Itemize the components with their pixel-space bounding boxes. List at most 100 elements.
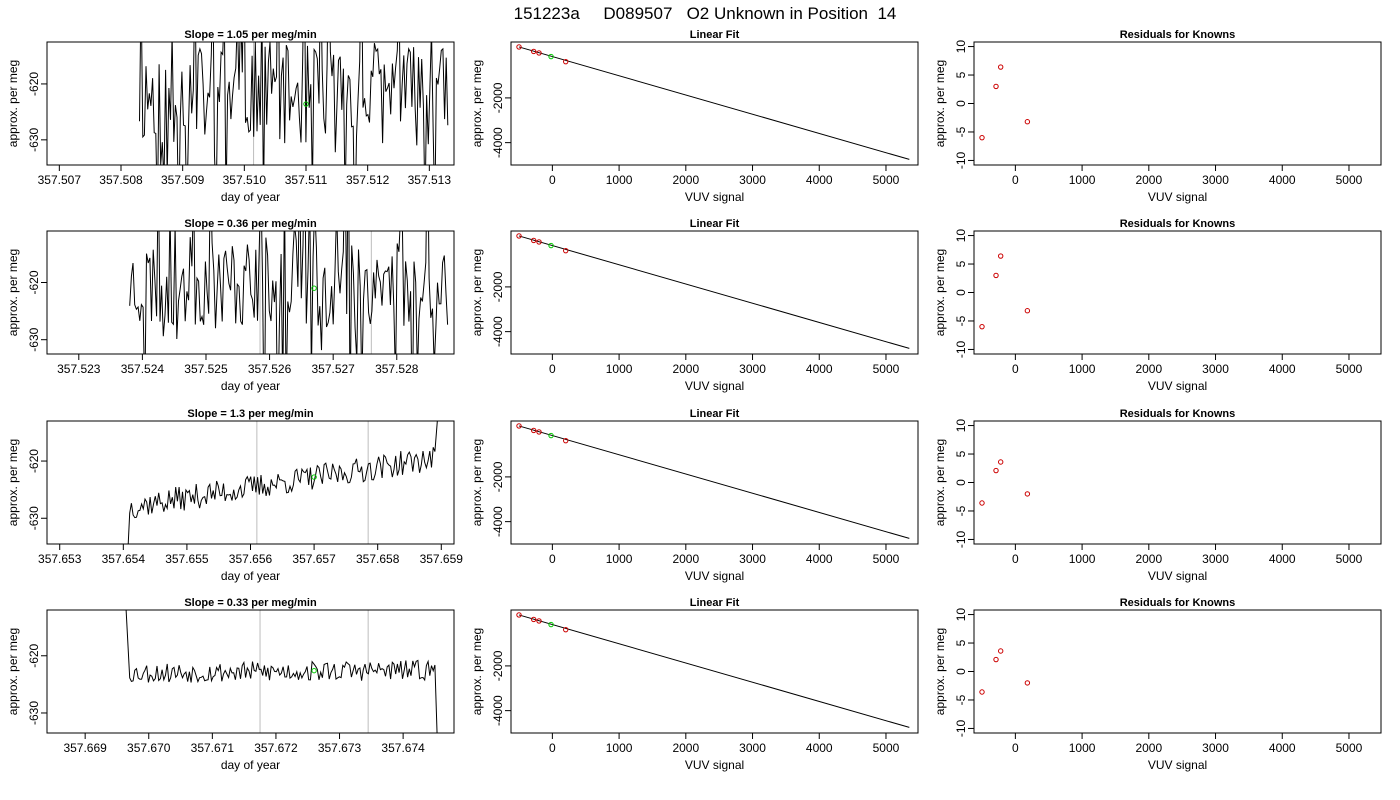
known-point — [563, 437, 569, 444]
residual-point — [993, 272, 999, 279]
y-tick-label: -5 — [954, 694, 968, 705]
panel-title: Slope = 1.05 per meg/min — [184, 29, 317, 41]
panel-r3-fit: Linear Fit 0 1000 2000 3000 4000 5000 -2000 -400… — [470, 408, 919, 583]
plot-frame — [973, 609, 1382, 734]
x-tick-label: 1000 — [606, 362, 633, 376]
panel-r3-res: Residuals for Knowns 0 1000 2000 3000 4000 500… — [933, 408, 1382, 583]
plot-frame — [973, 420, 1382, 545]
y-axis-label: approx. per meg — [470, 628, 484, 715]
y-tick-label: 0 — [954, 479, 968, 486]
residual-point — [997, 253, 1004, 259]
y-tick-label: 5 — [954, 260, 968, 267]
plot-area — [139, 42, 449, 165]
y-axis-label: approx. per meg — [933, 628, 947, 715]
x-tick-label: 357.507 — [38, 173, 82, 187]
panel-r2-time: Slope = 0.36 per meg/min 357.523 357.524 35… — [6, 218, 455, 393]
panel-r2-res: Residuals for Knowns 0 1000 2000 3000 4000 500… — [933, 218, 1382, 393]
x-tick-label: 2000 — [672, 552, 699, 566]
x-tick-label: 357.657 — [292, 552, 336, 566]
residual-point — [979, 689, 985, 695]
y-tick-label: 10 — [954, 608, 968, 622]
y-tick-label: 5 — [954, 450, 968, 457]
x-tick-label: 2000 — [1135, 362, 1162, 376]
y-tick-label: 10 — [954, 40, 968, 54]
x-tick-label: 357.525 — [184, 362, 228, 376]
known-point — [536, 429, 542, 435]
panel-r4-fit: Linear Fit 0 1000 2000 3000 4000 5000 -2000 -400… — [470, 597, 919, 772]
x-tick-label: 3000 — [739, 173, 766, 187]
panel-r4-res: Residuals for Knowns 0 1000 2000 3000 4000 500… — [933, 597, 1382, 772]
x-tick-label: 357.523 — [57, 362, 101, 376]
x-tick-label: 3000 — [1202, 741, 1229, 755]
x-tick-label: 357.655 — [165, 552, 209, 566]
unknown-point — [548, 432, 554, 439]
known-point — [536, 239, 542, 245]
y-tick-label: -5 — [954, 126, 968, 137]
y-tick-label: -630 — [27, 128, 41, 152]
x-tick-label: 357.673 — [318, 741, 362, 755]
panel-r2-fit: Linear Fit 0 1000 2000 3000 4000 5000 -2000 -400… — [470, 218, 919, 393]
x-axis-label: VUV signal — [1148, 379, 1207, 393]
plot-area — [516, 612, 910, 728]
y-tick-label: 5 — [954, 639, 968, 646]
x-tick-label: 357.653 — [38, 552, 82, 566]
x-tick-label: 5000 — [1336, 552, 1363, 566]
x-tick-label: 3000 — [1202, 173, 1229, 187]
y-tick-label: -2000 — [491, 82, 505, 113]
y-axis-label: approx. per meg — [6, 60, 20, 147]
x-tick-label: 0 — [549, 173, 556, 187]
y-tick-label: 0 — [954, 668, 968, 675]
x-tick-label: 3000 — [739, 362, 766, 376]
x-tick-label: 357.672 — [254, 741, 298, 755]
panel-r1-fit: Linear Fit 0 1000 2000 3000 4000 5000 -2000 -400… — [470, 29, 919, 204]
x-axis-label: VUV signal — [685, 379, 744, 393]
panel-title: Linear Fit — [690, 218, 740, 230]
x-tick-label: 357.671 — [191, 741, 235, 755]
unknown-marker — [311, 667, 317, 674]
known-point — [516, 612, 522, 618]
y-axis-label: approx. per meg — [470, 60, 484, 147]
fit-line — [518, 425, 910, 539]
y-tick-label: 0 — [954, 100, 968, 107]
x-tick-label: 1000 — [606, 741, 633, 755]
x-tick-label: 4000 — [1269, 552, 1296, 566]
x-tick-label: 0 — [1012, 741, 1019, 755]
panel-title: Slope = 0.33 per meg/min — [184, 597, 317, 609]
x-axis-label: VUV signal — [1148, 569, 1207, 583]
x-tick-label: 357.508 — [99, 173, 143, 187]
plot-frame — [973, 230, 1382, 355]
x-tick-label: 1000 — [606, 552, 633, 566]
known-point — [563, 247, 569, 254]
x-tick-label: 0 — [1012, 362, 1019, 376]
panel-r4-time: Slope = 0.33 per meg/min 357.669 357.670 35… — [6, 597, 455, 772]
x-tick-label: 357.512 — [346, 173, 390, 187]
plot-frame — [510, 609, 919, 734]
x-tick-label: 5000 — [873, 552, 900, 566]
x-tick-label: 0 — [1012, 552, 1019, 566]
x-tick-label: 2000 — [1135, 741, 1162, 755]
x-tick-label: 1000 — [1069, 362, 1096, 376]
x-tick-label: 2000 — [672, 173, 699, 187]
panel-r1-res: Residuals for Knowns 0 1000 2000 3000 4000 500… — [933, 29, 1382, 204]
y-tick-label: -4000 — [491, 506, 505, 537]
data-trace — [139, 42, 449, 165]
residual-point — [979, 134, 985, 141]
y-axis-label: approx. per meg — [6, 628, 20, 715]
x-tick-label: 357.674 — [381, 741, 425, 755]
x-tick-label: 1000 — [1069, 552, 1096, 566]
panels-grid: Slope = 1.05 per meg/min 357.507 357.508 35… — [6, 29, 1382, 772]
x-tick-label: 0 — [549, 362, 556, 376]
data-trace — [125, 610, 438, 733]
known-point — [563, 58, 569, 65]
x-axis-label: day of year — [221, 569, 280, 583]
panel-r3-time: Slope = 1.3 per meg/min 357.653 357.654 357… — [6, 408, 463, 583]
y-tick-label: -620 — [27, 449, 41, 473]
known-point — [530, 237, 537, 244]
plot-area — [979, 459, 1031, 506]
x-tick-label: 5000 — [873, 173, 900, 187]
y-tick-label: -4000 — [491, 316, 505, 347]
plot-area — [125, 610, 438, 733]
unknown-point — [548, 242, 554, 249]
x-tick-label: 357.670 — [127, 741, 171, 755]
unknown-marker — [311, 474, 317, 480]
